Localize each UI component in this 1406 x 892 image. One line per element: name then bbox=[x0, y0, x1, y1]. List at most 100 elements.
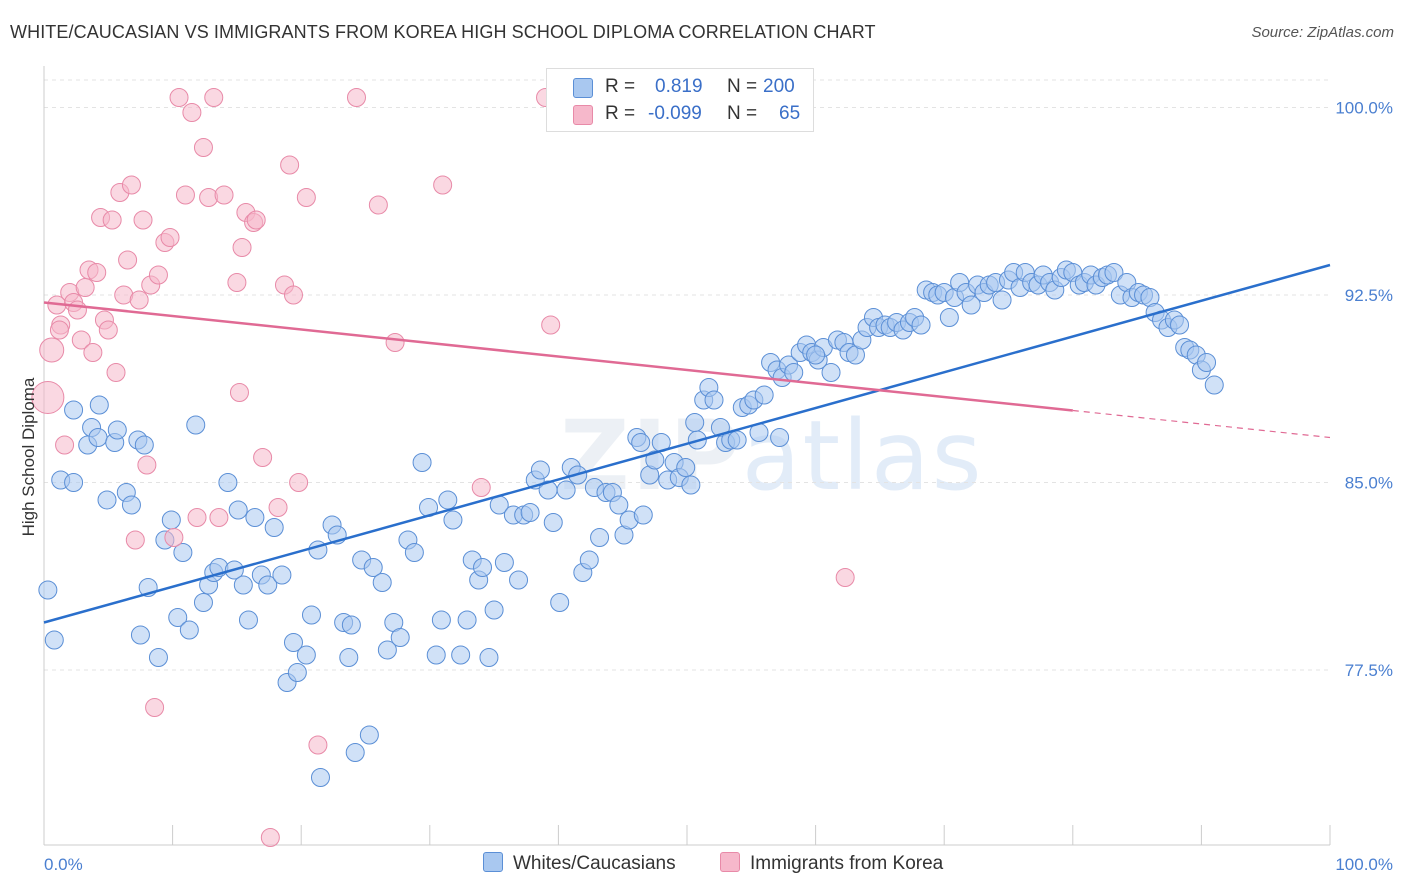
point-whites bbox=[443, 510, 463, 530]
point-whites bbox=[457, 610, 477, 630]
point-whites bbox=[911, 315, 931, 335]
axis-labels: 77.5% 85.0% 92.5% 100.0% 0.0% 100.0% High Scho… bbox=[19, 99, 1393, 875]
y-tick-label: 77.5% bbox=[1345, 661, 1393, 680]
point-whites bbox=[345, 743, 365, 762]
trend-line-korea-extension bbox=[1072, 409, 1331, 439]
point-whites bbox=[64, 473, 84, 492]
point-whites bbox=[238, 610, 258, 630]
point-korea bbox=[232, 238, 252, 257]
y-tick-label: 85.0% bbox=[1345, 474, 1393, 493]
point-whites bbox=[301, 605, 321, 625]
point-korea bbox=[31, 381, 65, 414]
point-korea bbox=[175, 185, 195, 205]
trend-line-whites bbox=[43, 263, 1331, 624]
point-korea bbox=[308, 735, 328, 755]
bottom-legend-swatch-whites bbox=[483, 852, 503, 872]
point-whites bbox=[484, 600, 504, 620]
point-whites bbox=[438, 490, 458, 510]
point-korea bbox=[187, 508, 207, 527]
point-korea bbox=[118, 250, 138, 270]
point-whites bbox=[179, 620, 199, 640]
legend-r-value: -0.099 bbox=[648, 103, 702, 124]
series-whites-points bbox=[38, 260, 1224, 787]
point-whites bbox=[283, 633, 303, 652]
legend-n-label: N = bbox=[727, 76, 758, 97]
point-korea bbox=[55, 435, 75, 455]
point-whites bbox=[64, 400, 84, 420]
point-korea bbox=[229, 383, 249, 402]
point-whites bbox=[404, 543, 424, 562]
point-korea bbox=[283, 285, 303, 305]
point-korea bbox=[268, 498, 288, 517]
point-korea bbox=[182, 103, 202, 122]
legend-r-value: 0.819 bbox=[655, 76, 703, 97]
legend-n-label: N = bbox=[727, 103, 758, 124]
point-whites bbox=[754, 385, 774, 405]
point-whites bbox=[590, 528, 610, 547]
legend-r-label: R = bbox=[605, 76, 636, 97]
point-whites bbox=[520, 503, 540, 522]
chart-source: Source: ZipAtlas.com bbox=[1251, 24, 1394, 41]
point-whites bbox=[1104, 263, 1124, 282]
legend-swatch-korea bbox=[573, 105, 593, 125]
point-whites bbox=[107, 420, 127, 440]
point-whites bbox=[543, 513, 563, 532]
point-whites bbox=[556, 480, 576, 500]
y-axis-label: High School Diploma bbox=[19, 377, 38, 536]
chart-title: WHITE/CAUCASIAN VS IMMIGRANTS FROM KOREA… bbox=[10, 22, 876, 42]
point-korea bbox=[433, 175, 453, 195]
point-whites bbox=[633, 505, 653, 525]
point-whites bbox=[821, 363, 841, 382]
point-whites bbox=[550, 593, 570, 612]
point-whites bbox=[961, 295, 981, 315]
point-whites bbox=[310, 768, 330, 787]
point-whites bbox=[168, 608, 188, 627]
point-whites bbox=[1197, 353, 1217, 372]
point-whites bbox=[939, 308, 959, 327]
point-korea bbox=[169, 88, 189, 107]
point-whites bbox=[704, 390, 724, 410]
legend-row-korea: R = -0.099 N = 65 bbox=[559, 103, 809, 127]
point-korea bbox=[209, 508, 229, 527]
point-whites bbox=[1170, 315, 1190, 335]
point-whites bbox=[233, 575, 253, 595]
point-korea bbox=[289, 473, 309, 492]
point-whites bbox=[121, 495, 141, 515]
legend: R = 0.819 N = 200 R = -0.099 N = 65 bbox=[546, 68, 814, 132]
point-korea bbox=[246, 210, 266, 230]
point-whites bbox=[377, 640, 397, 660]
legend-swatch-whites bbox=[573, 78, 593, 98]
point-whites bbox=[609, 495, 629, 515]
point-whites bbox=[38, 580, 58, 600]
point-whites bbox=[264, 518, 284, 537]
point-korea bbox=[160, 228, 180, 247]
point-whites bbox=[193, 593, 213, 612]
point-korea bbox=[121, 175, 141, 195]
point-whites bbox=[339, 648, 359, 667]
point-whites bbox=[130, 625, 150, 645]
point-korea bbox=[102, 210, 122, 230]
point-whites bbox=[218, 473, 238, 492]
point-whites bbox=[341, 615, 361, 635]
point-whites bbox=[97, 490, 117, 510]
point-korea bbox=[129, 290, 149, 310]
y-tick-label: 100.0% bbox=[1335, 99, 1393, 118]
point-whites bbox=[806, 345, 826, 365]
point-whites bbox=[363, 558, 383, 577]
point-korea bbox=[541, 315, 561, 335]
point-whites bbox=[186, 415, 206, 435]
point-whites bbox=[173, 543, 193, 562]
point-whites bbox=[161, 510, 181, 530]
point-korea bbox=[71, 330, 91, 350]
bottom-legend-label-whites: Whites/Caucasians bbox=[513, 853, 676, 874]
point-korea bbox=[346, 88, 366, 107]
point-korea bbox=[148, 265, 168, 285]
point-korea bbox=[39, 337, 65, 363]
point-korea bbox=[145, 698, 165, 717]
point-whites bbox=[473, 558, 493, 577]
legend-n-value: 200 bbox=[763, 76, 795, 97]
point-whites bbox=[509, 570, 529, 590]
point-whites bbox=[272, 565, 292, 585]
point-whites bbox=[372, 573, 392, 592]
